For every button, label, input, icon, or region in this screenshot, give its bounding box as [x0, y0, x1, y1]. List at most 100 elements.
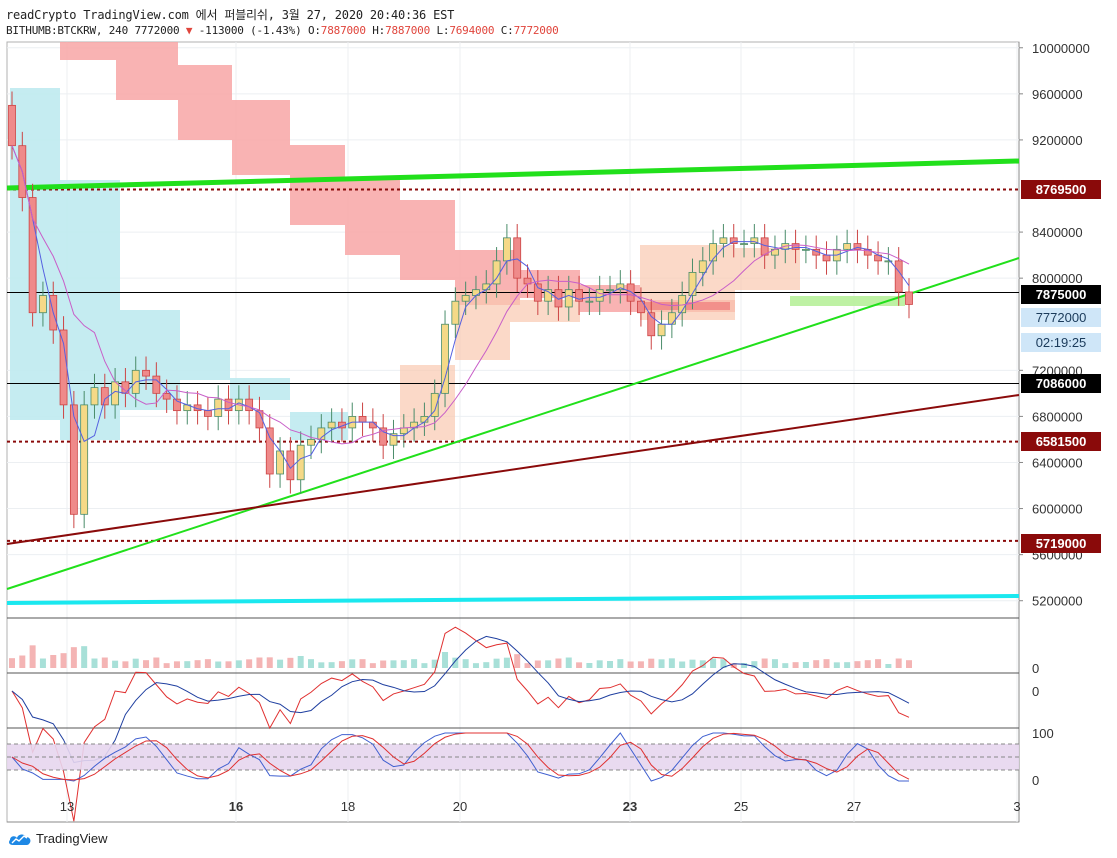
volume-bar	[607, 661, 613, 668]
candle-body	[296, 444, 305, 481]
price-tick-label: 8000000	[1032, 271, 1083, 286]
volume-bar	[710, 658, 717, 668]
price-tag: 7772000	[1021, 308, 1101, 327]
candle-body	[389, 433, 398, 446]
volume-bar	[534, 660, 541, 668]
cloud-bear-segment	[400, 200, 455, 280]
candle-body	[379, 427, 388, 446]
volume-bar	[472, 663, 479, 668]
volume-bar	[813, 660, 820, 668]
candle-body	[265, 427, 274, 475]
candle-body	[8, 104, 16, 147]
logo-text: TradingView	[36, 831, 108, 846]
volume-bar	[761, 658, 768, 668]
volume-bar	[751, 661, 758, 668]
volume-bar	[452, 657, 459, 668]
volume-bar	[122, 661, 129, 668]
high-value: 7887000	[385, 24, 431, 37]
candle-body	[647, 312, 656, 337]
volume-bar	[173, 661, 180, 668]
x-tick-label: 20	[453, 799, 467, 814]
trendlines	[6, 158, 1020, 605]
volume-bar	[864, 660, 871, 668]
candle-body	[152, 375, 161, 394]
trendline	[6, 594, 1020, 605]
candle-body	[905, 291, 913, 305]
base-line	[11, 145, 910, 445]
macd-signal-line	[11, 635, 910, 764]
price-tick-label: 10000000	[1032, 41, 1090, 56]
low-value: 7694000	[449, 24, 495, 37]
price-tick-label: 8400000	[1032, 225, 1083, 240]
price-tick-label: 5200000	[1032, 594, 1083, 609]
candle-body	[750, 237, 759, 244]
symbol-info-bar: BITHUMB:BTCKRW, 240 7772000 ▼ -113000 (-…	[6, 24, 559, 37]
lower-panes	[7, 617, 1019, 822]
close-label: C:	[500, 24, 514, 37]
volume-bar	[91, 658, 98, 668]
volume-bar	[596, 660, 603, 668]
volume-bar	[741, 663, 748, 668]
volume-bar	[782, 663, 789, 668]
volume-bar	[349, 659, 356, 668]
open-value: 7887000	[320, 24, 366, 37]
volume-bar	[390, 660, 397, 668]
candle-body	[585, 300, 594, 303]
tradingview-logo[interactable]: TradingView	[8, 831, 108, 846]
candle-body	[224, 398, 233, 412]
candle-body	[121, 381, 130, 394]
candle-body	[441, 323, 449, 394]
volume-bar	[19, 655, 26, 668]
volume-bar	[184, 661, 191, 668]
volume-bar	[39, 658, 46, 668]
macd-line	[11, 626, 910, 822]
cloud-bull-segment	[60, 180, 120, 440]
volume-bar	[70, 647, 77, 668]
trendline	[6, 257, 1020, 590]
cloud-bear-segment	[290, 145, 345, 225]
price-axis: 13 16 18 20 23 25 27 3 10000000 9600000 9200000 840…	[60, 41, 1090, 814]
candle-body	[698, 260, 707, 273]
volume-bar	[844, 662, 851, 668]
volume-bar	[906, 660, 912, 668]
volume-bar	[586, 663, 593, 668]
cloud-peach-segment	[510, 300, 580, 322]
candle-body	[307, 439, 315, 446]
indicator-lines	[11, 145, 910, 470]
chart-grid	[6, 41, 1020, 823]
volume-bar	[431, 659, 438, 668]
volume-bar	[565, 657, 572, 668]
candle-body	[843, 243, 852, 250]
volume-bar	[514, 654, 521, 668]
candle-body	[822, 254, 831, 262]
volume-bar	[400, 660, 407, 668]
candle-body	[513, 237, 522, 279]
volume-bar	[266, 657, 273, 668]
candle-body	[502, 237, 511, 262]
candle-body	[657, 323, 666, 337]
volume-bar	[29, 645, 36, 668]
volume-bar	[545, 660, 552, 668]
cloud-green-segment	[790, 296, 905, 306]
candle-body	[884, 260, 893, 263]
candle-body	[667, 312, 676, 325]
chart-publish-info: readCrypto TradingView.com 에서 퍼블리쉬, 3월 2…	[6, 6, 454, 23]
candle-body	[729, 237, 738, 244]
volume-bar	[689, 659, 696, 668]
candle-body	[791, 243, 800, 250]
volume-bar	[720, 659, 727, 668]
price-tick-label: 6800000	[1032, 409, 1083, 424]
macd-axis-label: 0	[1032, 684, 1039, 699]
candle-body	[451, 300, 460, 325]
candle-body	[245, 398, 254, 412]
price-tick-label: 6400000	[1032, 455, 1083, 470]
volume-bar	[163, 663, 170, 668]
volume-bar	[875, 659, 882, 668]
volume-bar	[617, 659, 624, 668]
candle-body	[173, 398, 181, 412]
volume-bar	[225, 661, 232, 668]
x-tick-label: 13	[60, 799, 74, 814]
symbol-label: BITHUMB:BTCKRW, 240 7772000	[6, 24, 180, 37]
volume-bar	[194, 660, 201, 668]
